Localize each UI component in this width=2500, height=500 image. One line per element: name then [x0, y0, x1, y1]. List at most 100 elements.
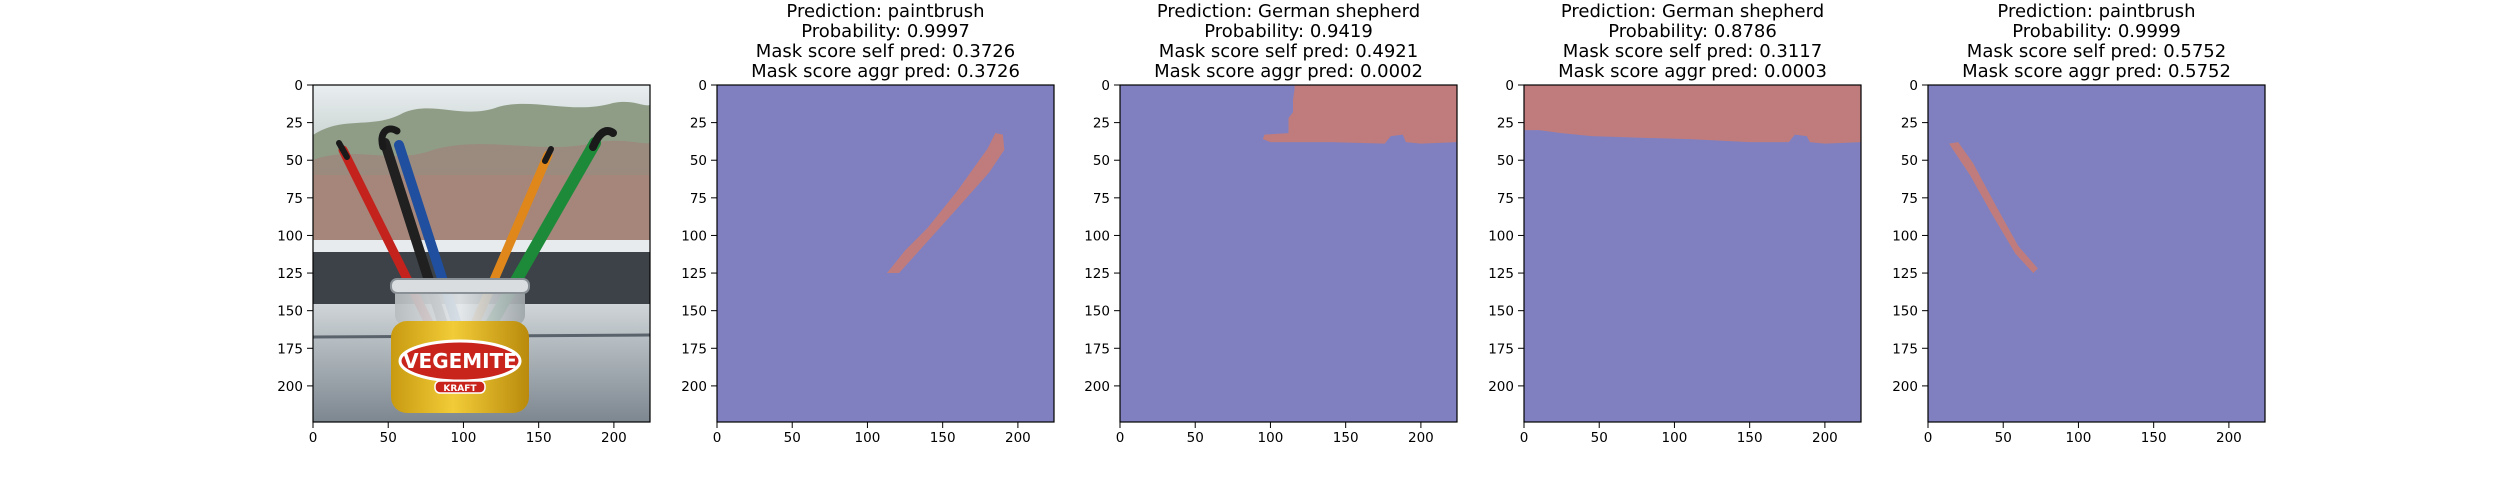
y-tick-label: 0 [1909, 78, 1918, 94]
x-tick-label: 0 [713, 430, 722, 446]
y-tick-label: 150 [1488, 304, 1514, 320]
y-tick-label: 175 [1488, 341, 1514, 357]
plot-frame [1927, 84, 2266, 423]
plot-frame [312, 84, 651, 423]
mask-background [717, 85, 1054, 422]
mask-plot [1120, 85, 1457, 422]
x-tick-label: 150 [526, 430, 552, 446]
y-tick-label: 25 [1093, 116, 1110, 132]
x-tick-label: 100 [855, 430, 881, 446]
plot-frame [716, 84, 1055, 423]
x-tick-label: 150 [930, 430, 956, 446]
x-tick-label: 150 [1737, 430, 1763, 446]
title-line: Prediction: German shepherd [1561, 1, 1824, 22]
title-line: Probability: 0.8786 [1608, 21, 1777, 42]
y-tick-label: 50 [1497, 153, 1514, 169]
y-tick-label: 150 [681, 304, 707, 320]
title-line: Prediction: German shepherd [1157, 1, 1420, 22]
x-tick-label: 0 [1116, 430, 1125, 446]
x-tick-label: 50 [1591, 430, 1608, 446]
y-tick-label: 100 [681, 228, 707, 244]
plot-frame [1523, 84, 1862, 423]
photo-window-sill-top [313, 240, 650, 252]
x-tick-label: 100 [1662, 430, 1688, 446]
x-tick-label: 100 [2066, 430, 2092, 446]
mask-plot [1928, 85, 2265, 422]
x-tick-label: 50 [1187, 430, 1204, 446]
photo-jar-label-text: VEGEMITE [403, 349, 517, 373]
y-tick-label: 175 [1892, 341, 1918, 357]
y-tick-label: 75 [1093, 191, 1110, 207]
mask-region [1949, 142, 2038, 274]
title-line: Mask score aggr pred: 0.0002 [1154, 61, 1423, 82]
x-tick-label: 100 [1258, 430, 1284, 446]
y-tick-label: 100 [277, 228, 303, 244]
y-tick-label: 25 [1901, 116, 1918, 132]
y-tick-label: 125 [1084, 266, 1110, 282]
photo-jar-brand-band [434, 380, 486, 394]
title-line: Mask score aggr pred: 0.3726 [751, 61, 1020, 82]
panel-mask-2: Prediction: German shepherdProbability: … [1084, 1, 1458, 446]
x-tick-label: 50 [1995, 430, 2012, 446]
y-tick-label: 0 [1101, 78, 1110, 94]
x-tick-label: 200 [1005, 430, 1031, 446]
title-line: Probability: 0.9999 [2012, 21, 2181, 42]
mask-region [1524, 85, 1861, 144]
y-tick-label: 175 [277, 341, 303, 357]
title-line: Probability: 0.9419 [1204, 21, 1373, 42]
mask-region [887, 133, 1005, 274]
panel-title: Prediction: German shepherdProbability: … [1558, 1, 1827, 82]
y-tick-label: 125 [277, 266, 303, 282]
photo-brush-black-hook [378, 125, 401, 151]
y-tick-label: 0 [698, 78, 707, 94]
y-tick-label: 75 [286, 191, 303, 207]
panel-mask-3: Prediction: German shepherdProbability: … [1488, 1, 1862, 446]
y-tick-label: 50 [286, 153, 303, 169]
x-tick-label: 150 [2141, 430, 2167, 446]
x-tick-label: 200 [601, 430, 627, 446]
photo-brush-green-hook [589, 127, 617, 151]
title-line: Mask score self pred: 0.5752 [1967, 41, 2226, 62]
mask-plot [717, 85, 1054, 422]
plot-frame [1119, 84, 1458, 423]
photo-jar-brand-text: KRAFT [443, 384, 477, 394]
photo-brush-red-tip [336, 140, 350, 160]
input-photo-plot: VEGEMITE KRAFT [313, 85, 650, 422]
x-tick-label: 100 [451, 430, 477, 446]
mask-background [1928, 85, 2265, 422]
title-line: Mask score self pred: 0.3726 [756, 41, 1015, 62]
photo-brush-orange-tip [542, 146, 554, 164]
y-tick-label: 75 [1497, 191, 1514, 207]
panel-input-image: VEGEMITE KRAFT 0 50 100 150 200 0 25 50 75 100 125… [277, 78, 651, 446]
y-tick-label: 125 [1488, 266, 1514, 282]
y-tick-label: 150 [277, 304, 303, 320]
title-line: Probability: 0.9997 [801, 21, 970, 42]
y-tick-label: 75 [690, 191, 707, 207]
y-tick-label: 125 [681, 266, 707, 282]
title-line: Prediction: paintbrush [786, 1, 984, 22]
mask-plot [1524, 85, 1861, 422]
photo-jar-rim [390, 278, 530, 294]
y-tick-label: 25 [1497, 116, 1514, 132]
title-line: Prediction: paintbrush [1997, 1, 2195, 22]
x-tick-label: 200 [1812, 430, 1838, 446]
x-tick-label: 200 [1408, 430, 1434, 446]
y-tick-label: 175 [1084, 341, 1110, 357]
axis-ticks: 0 50 100 150 200 0 25 50 75 100 125 150 175 200 [277, 78, 627, 446]
y-tick-label: 50 [1901, 153, 1918, 169]
y-tick-label: 200 [1892, 379, 1918, 395]
title-line: Mask score self pred: 0.4921 [1159, 41, 1418, 62]
y-tick-label: 75 [1901, 191, 1918, 207]
y-tick-label: 150 [1084, 304, 1110, 320]
y-tick-label: 0 [1505, 78, 1514, 94]
y-tick-label: 25 [286, 116, 303, 132]
title-line: Mask score self pred: 0.3117 [1563, 41, 1822, 62]
y-tick-label: 150 [1892, 304, 1918, 320]
y-tick-label: 50 [690, 153, 707, 169]
panel-title: Prediction: German shepherdProbability: … [1154, 1, 1423, 82]
